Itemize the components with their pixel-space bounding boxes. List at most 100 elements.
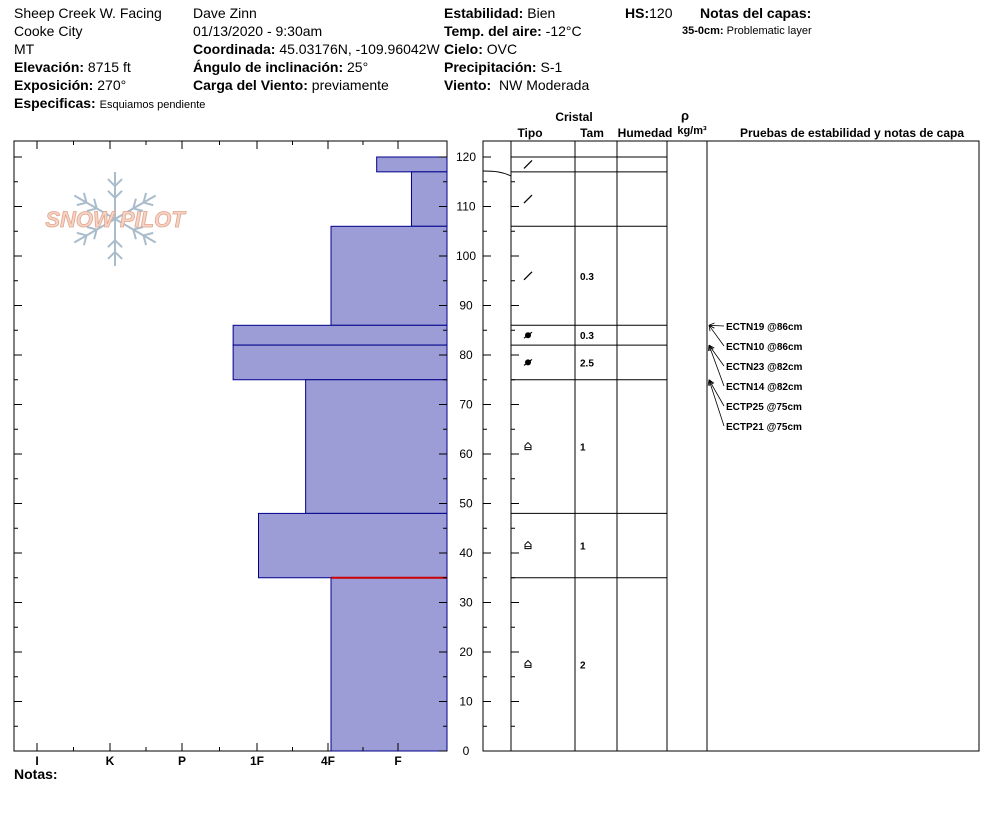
height-tick-label-6: 60 <box>459 447 473 461</box>
layer-grid-frame <box>482 140 980 752</box>
observer-name: Dave Zinn <box>193 5 257 21</box>
aspect-label: Exposición: <box>14 77 94 93</box>
height-tick-label-8: 80 <box>459 348 473 362</box>
wind-row: Viento: NW Moderada <box>444 76 589 94</box>
grain-symbol-3 <box>523 331 533 339</box>
coordinate-value: 45.03176N, -109.96042W <box>279 41 440 57</box>
grain-symbol-2 <box>523 271 533 281</box>
col-header-size: Tam <box>580 126 604 140</box>
height-tick-label-12: 120 <box>456 150 476 164</box>
stability-test-label-1: ECTN10 @86cm <box>726 342 803 353</box>
stability-test-arrow-3 <box>708 344 725 387</box>
grain-symbol-4 <box>523 358 533 366</box>
logo-text: SNOW PILOT <box>45 207 186 232</box>
layer-bar-0 <box>376 156 448 173</box>
elevation-label: Elevación: <box>14 59 85 75</box>
sky-row: Cielo: OVC <box>444 40 517 58</box>
wind-value: NW Moderada <box>498 77 590 93</box>
temperature-profile-line <box>482 170 512 177</box>
col-header-density: kg/m³ <box>677 125 707 137</box>
hs-row: HS:120 <box>625 4 672 22</box>
layer-notes-label: Notas del capas: <box>700 5 812 21</box>
hardness-tick-label-2: P <box>178 754 186 768</box>
aspect-row: Exposición: 270° <box>14 76 126 94</box>
height-tick-label-11: 110 <box>456 200 475 214</box>
stability-value: Bien <box>527 5 556 21</box>
slope-row: Ángulo de inclinación: 25° <box>193 58 368 76</box>
layer-bar-5 <box>305 379 448 514</box>
hardness-tick-label-3: 1F <box>250 754 264 768</box>
stability-test-arrow-5 <box>707 379 725 427</box>
stability-row: Estabilidad: Bien <box>444 4 555 22</box>
stability-test-arrow-1 <box>708 324 725 347</box>
layer-note-depth: 35-0cm: <box>682 25 724 37</box>
layer-bar-2 <box>330 225 448 326</box>
observation-datetime: 01/13/2020 - 9:30am <box>193 23 323 39</box>
slope-value: 25° <box>347 59 369 75</box>
wind-label: Viento: <box>444 77 492 93</box>
grain-symbol-1 <box>523 194 533 204</box>
grain-size-5: 1 <box>580 443 586 454</box>
hs-value: 120 <box>649 5 673 21</box>
hardness-tick-label-5: F <box>394 754 401 768</box>
stability-test-label-2: ECTN23 @82cm <box>726 362 803 373</box>
layer-bar-7 <box>330 577 448 752</box>
grain-symbol-6 <box>524 540 532 550</box>
grain-size-6: 1 <box>580 542 586 553</box>
grain-symbol-5 <box>524 441 532 451</box>
precip-row: Precipitación: S-1 <box>444 58 562 76</box>
height-tick-label-5: 50 <box>459 497 473 511</box>
coordinate-label: Coordinada: <box>193 41 276 57</box>
elevation-row: Elevación: 8715 ft <box>14 58 131 76</box>
sky-label: Cielo: <box>444 41 483 57</box>
specifics-value: Esquiamos pendiente <box>99 99 206 111</box>
grain-size-4: 2.5 <box>580 358 594 369</box>
height-tick-label-10: 100 <box>456 249 476 263</box>
layer-bar-1 <box>410 171 448 227</box>
col-header-tests: Pruebas de estabilidad y notas de capa <box>740 126 964 140</box>
location-name: Sheep Creek W. Facing <box>14 5 162 21</box>
grain-size-2: 0.3 <box>580 272 594 283</box>
hardness-tick-label-4: 4F <box>321 754 335 768</box>
sky-value: OVC <box>486 41 518 57</box>
stability-test-label-0: ECTN19 @86cm <box>726 322 803 333</box>
stability-test-label-4: ECTP25 @75cm <box>726 402 802 413</box>
grain-symbol-7 <box>524 659 532 668</box>
precip-label: Precipitación: <box>444 59 537 75</box>
height-tick-label-3: 30 <box>459 596 473 610</box>
notes-label: Notas: <box>14 766 58 782</box>
aspect-value: 270° <box>97 77 127 93</box>
col-header-type: Tipo <box>517 126 542 140</box>
height-tick-label-1: 10 <box>459 695 473 709</box>
specifics-row: Especificas: Esquiamos pendiente <box>14 94 205 114</box>
air-temp-label: Temp. del aire: <box>444 23 542 39</box>
specifics-label: Especificas: <box>14 95 96 111</box>
grain-size-3: 0.3 <box>580 331 594 342</box>
coordinate-row: Coordinada: 45.03176N, -109.96042W <box>193 40 440 58</box>
elevation-value: 8715 ft <box>87 59 131 75</box>
wind-load-row: Carga del Viento: previamente <box>193 76 389 94</box>
hs-label: HS: <box>625 5 650 21</box>
layer-bar-6 <box>258 512 448 579</box>
layer-bar-3 <box>232 324 448 346</box>
layer-note-row: 35-0cm: Problematic layer <box>682 22 812 40</box>
grain-size-7: 2 <box>580 660 586 671</box>
height-tick-label-4: 40 <box>459 546 473 560</box>
height-tick-label-9: 90 <box>459 299 473 313</box>
height-tick-label-7: 70 <box>459 398 473 412</box>
stability-test-arrow-2 <box>708 344 725 367</box>
slope-label: Ángulo de inclinación: <box>193 59 344 75</box>
grain-symbol-0 <box>523 160 533 169</box>
stability-label: Estabilidad: <box>444 5 524 21</box>
hardness-tick-label-0: I <box>35 754 38 768</box>
snowpilot-logo: SNOW PILOT <box>45 172 187 266</box>
precip-value: S-1 <box>540 59 563 75</box>
height-tick-label-0: 0 <box>463 744 470 758</box>
col-header-rho: ρ <box>681 108 689 123</box>
col-header-crystal: Cristal <box>555 110 592 124</box>
air-temp-value: -12°C <box>545 23 582 39</box>
wind-load-label: Carga del Viento: <box>193 77 308 93</box>
wind-load-value: previamente <box>311 77 389 93</box>
layer-note-text: Problematic layer <box>726 25 812 37</box>
